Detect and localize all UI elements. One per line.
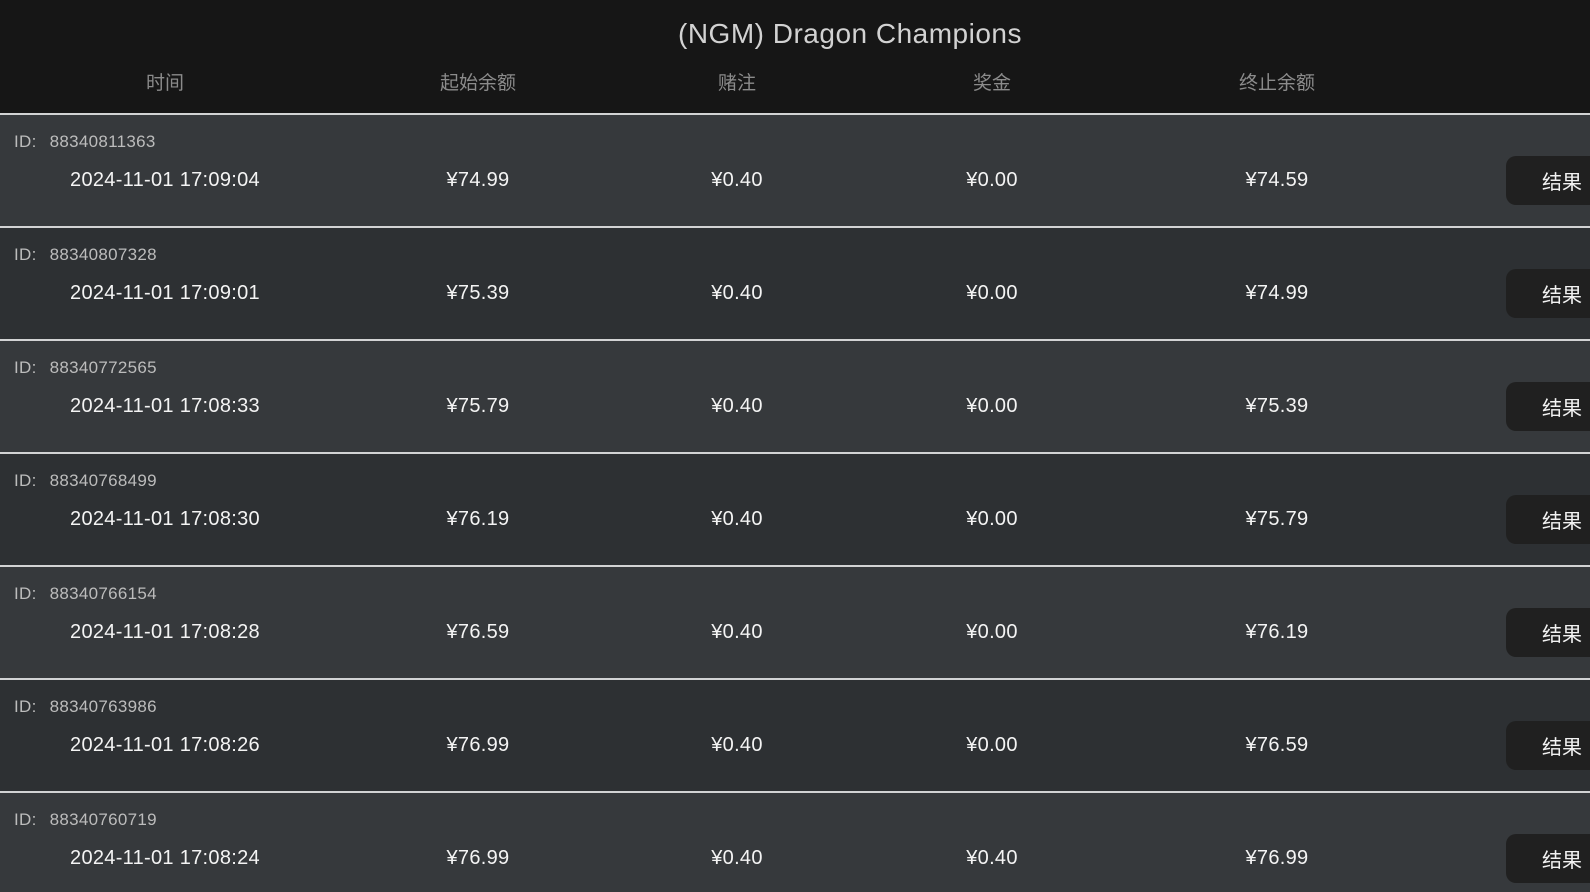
bet-id-label: ID: <box>14 584 37 603</box>
bet-record-values: 2024-11-01 17:09:01 ¥75.39 ¥0.40 ¥0.00 ¥… <box>0 272 1590 314</box>
bet-id-value: 88340811363 <box>49 132 156 151</box>
end-balance: ¥76.19 <box>1245 621 1309 643</box>
column-header-prize: 奖金 <box>972 73 1011 94</box>
bet-amount: ¥0.40 <box>711 847 763 869</box>
column-header-end-balance: 终止余额 <box>1238 73 1315 94</box>
bet-id-value: 88340772565 <box>49 358 157 377</box>
result-button[interactable]: 结果 <box>1506 495 1590 544</box>
prize-amount: ¥0.00 <box>966 282 1018 304</box>
end-balance: ¥75.79 <box>1245 508 1309 530</box>
bet-record-row: ID: 88340766154 2024-11-01 17:08:28 ¥76.5… <box>0 565 1590 678</box>
prize-amount: ¥0.00 <box>966 169 1018 191</box>
bet-record-values: 2024-11-01 17:08:28 ¥76.59 ¥0.40 ¥0.00 ¥… <box>0 611 1590 653</box>
bet-time: 2024-11-01 17:08:24 <box>70 847 260 869</box>
bet-amount: ¥0.40 <box>711 621 763 643</box>
prize-amount: ¥0.40 <box>966 847 1018 869</box>
bet-time: 2024-11-01 17:09:01 <box>70 282 260 304</box>
end-balance: ¥74.99 <box>1245 282 1309 304</box>
game-title: (NGM) Dragon Champions <box>678 18 1022 49</box>
bet-record-values: 2024-11-01 17:09:04 ¥74.99 ¥0.40 ¥0.00 ¥… <box>0 159 1590 201</box>
bet-id: ID: 88340807328 <box>14 245 157 265</box>
prize-amount: ¥0.00 <box>966 734 1018 756</box>
result-button[interactable]: 结果 <box>1506 834 1590 883</box>
bet-amount: ¥0.40 <box>711 395 763 417</box>
bet-id-label: ID: <box>14 697 37 716</box>
bet-id: ID: 88340811363 <box>14 132 156 152</box>
bet-id-label: ID: <box>14 358 37 377</box>
table-column-headers: 时间 起始余额 赌注 奖金 终止余额 <box>0 66 1590 102</box>
result-button[interactable]: 结果 <box>1506 721 1590 770</box>
bet-id-label: ID: <box>14 471 37 490</box>
bet-id: ID: 88340763986 <box>14 697 157 717</box>
bet-time: 2024-11-01 17:08:33 <box>70 395 260 417</box>
end-balance: ¥76.99 <box>1245 847 1309 869</box>
bet-record-row: ID: 88340760719 2024-11-01 17:08:24 ¥76.9… <box>0 791 1590 892</box>
bet-record-row: ID: 88340807328 2024-11-01 17:09:01 ¥75.3… <box>0 226 1590 339</box>
prize-amount: ¥0.00 <box>966 508 1018 530</box>
bet-amount: ¥0.40 <box>711 734 763 756</box>
bet-record-row: ID: 88340772565 2024-11-01 17:08:33 ¥75.7… <box>0 339 1590 452</box>
bet-record-row: ID: 88340811363 2024-11-01 17:09:04 ¥74.9… <box>0 113 1590 226</box>
end-balance: ¥74.59 <box>1245 169 1309 191</box>
bet-id: ID: 88340760719 <box>14 810 157 830</box>
bet-record-values: 2024-11-01 17:08:30 ¥76.19 ¥0.40 ¥0.00 ¥… <box>0 498 1590 540</box>
bet-amount: ¥0.40 <box>711 169 763 191</box>
column-header-bet: 赌注 <box>717 73 756 94</box>
bet-id-label: ID: <box>14 132 37 151</box>
bet-time: 2024-11-01 17:08:26 <box>70 734 260 756</box>
bet-record-values: 2024-11-01 17:08:24 ¥76.99 ¥0.40 ¥0.40 ¥… <box>0 837 1590 879</box>
bet-amount: ¥0.40 <box>711 508 763 530</box>
bet-id: ID: 88340766154 <box>14 584 157 604</box>
bet-id: ID: 88340768499 <box>14 471 157 491</box>
bet-id-value: 88340807328 <box>49 245 157 264</box>
start-balance: ¥76.99 <box>446 734 510 756</box>
bet-record-row: ID: 88340763986 2024-11-01 17:08:26 ¥76.9… <box>0 678 1590 791</box>
column-header-start-balance: 起始余额 <box>439 73 516 94</box>
end-balance: ¥75.39 <box>1245 395 1309 417</box>
result-button[interactable]: 结果 <box>1506 156 1590 205</box>
bet-id-value: 88340768499 <box>49 471 157 490</box>
bet-id-value: 88340766154 <box>49 584 157 603</box>
start-balance: ¥75.79 <box>446 395 510 417</box>
bet-id-label: ID: <box>14 810 37 829</box>
bet-amount: ¥0.40 <box>711 282 763 304</box>
result-button[interactable]: 结果 <box>1506 382 1590 431</box>
end-balance: ¥76.59 <box>1245 734 1309 756</box>
bet-record-values: 2024-11-01 17:08:26 ¥76.99 ¥0.40 ¥0.00 ¥… <box>0 724 1590 766</box>
bet-time: 2024-11-01 17:08:30 <box>70 508 260 530</box>
start-balance: ¥75.39 <box>446 282 510 304</box>
bet-id-value: 88340763986 <box>49 697 157 716</box>
bet-record-values: 2024-11-01 17:08:33 ¥75.79 ¥0.40 ¥0.00 ¥… <box>0 385 1590 427</box>
prize-amount: ¥0.00 <box>966 621 1018 643</box>
start-balance: ¥76.59 <box>446 621 510 643</box>
prize-amount: ¥0.00 <box>966 395 1018 417</box>
start-balance: ¥76.99 <box>446 847 510 869</box>
page-header: (NGM) Dragon Champions 时间 起始余额 赌注 奖金 终止余… <box>0 0 1590 113</box>
start-balance: ¥76.19 <box>446 508 510 530</box>
start-balance: ¥74.99 <box>446 169 510 191</box>
column-header-spacer <box>1418 66 1590 102</box>
bet-id-value: 88340760719 <box>49 810 157 829</box>
result-button[interactable]: 结果 <box>1506 608 1590 657</box>
bet-time: 2024-11-01 17:09:04 <box>70 169 260 191</box>
bet-time: 2024-11-01 17:08:28 <box>70 621 260 643</box>
bet-id: ID: 88340772565 <box>14 358 157 378</box>
bet-id-label: ID: <box>14 245 37 264</box>
result-button[interactable]: 结果 <box>1506 269 1590 318</box>
bet-history-list: ID: 88340811363 2024-11-01 17:09:04 ¥74.9… <box>0 113 1590 892</box>
column-header-time: 时间 <box>145 73 184 94</box>
bet-record-row: ID: 88340768499 2024-11-01 17:08:30 ¥76.1… <box>0 452 1590 565</box>
